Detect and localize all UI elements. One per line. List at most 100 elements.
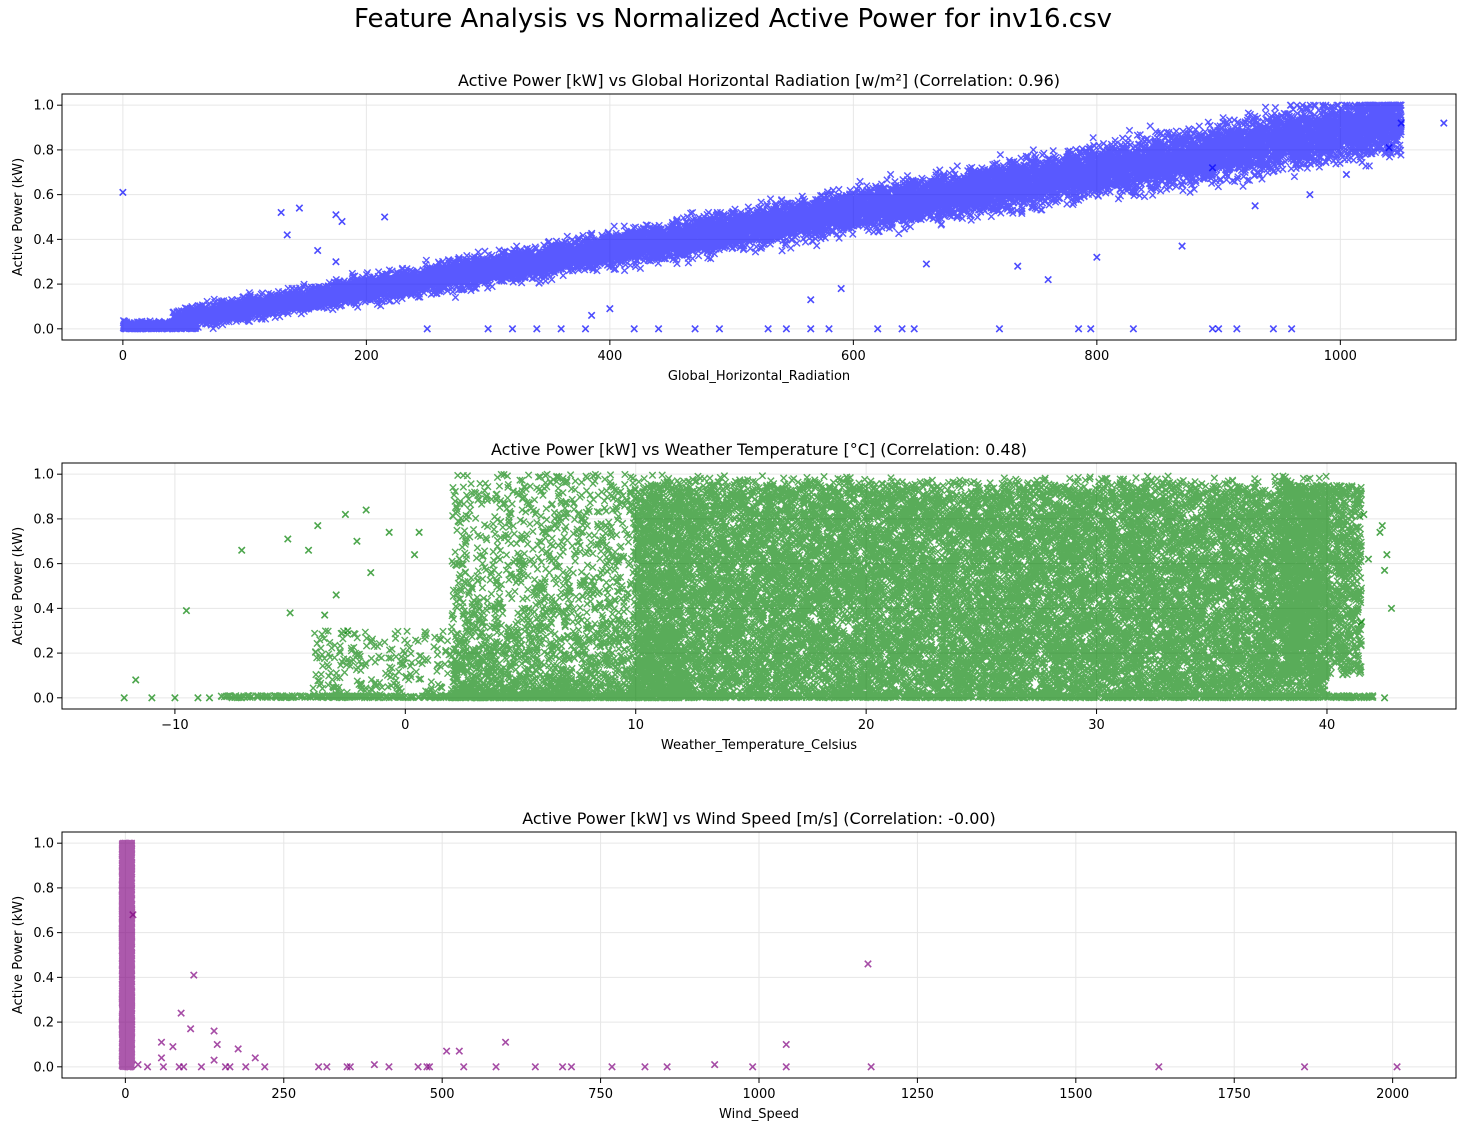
x-tick-label: 0 [119, 349, 127, 364]
data-point [186, 1025, 195, 1033]
data-point [910, 325, 918, 333]
x-tick-label: 1000 [1324, 349, 1357, 364]
y-tick-label: 0.0 [33, 1060, 54, 1075]
scatter-points [120, 470, 1396, 702]
data-point [120, 694, 128, 702]
x-tick-label: 0 [401, 718, 409, 733]
data-point [304, 546, 313, 554]
data-point [1251, 202, 1259, 210]
data-point [157, 1038, 166, 1046]
data-point [641, 1063, 649, 1071]
data-point [1364, 555, 1373, 563]
data-point [1178, 242, 1186, 250]
data-point [213, 1040, 222, 1049]
data-point [715, 325, 724, 333]
y-tick-label: 0.8 [33, 143, 54, 158]
x-tick-label: 500 [430, 1087, 455, 1102]
x-tick-label: 200 [354, 349, 379, 364]
data-point [630, 325, 638, 333]
data-point [837, 284, 845, 293]
data-point [1086, 325, 1095, 333]
y-tick-label: 0.4 [33, 233, 54, 248]
data-point [210, 1027, 218, 1035]
x-tick-label: 1000 [742, 1087, 775, 1102]
y-tick-label: 0.2 [33, 1016, 54, 1031]
x-tick-label: 2000 [1376, 1087, 1409, 1102]
data-point [1287, 325, 1296, 333]
data-point [1360, 510, 1368, 519]
data-point [581, 325, 590, 333]
data-point [691, 325, 699, 333]
axes-frame [61, 462, 1457, 710]
x-tick-label: 800 [1084, 349, 1109, 364]
subplot-2: Active Power [kW] vs Weather Temperature… [11, 440, 1457, 753]
subplot-title: Active Power [kW] vs Wind Speed [m/s] (C… [522, 809, 996, 828]
data-point [806, 325, 815, 333]
y-tick-label: 0.2 [33, 647, 54, 662]
data-point [205, 694, 214, 702]
data-point [782, 1040, 791, 1049]
subplot-1: Active Power [kW] vs Global Horizontal R… [11, 71, 1457, 384]
data-point [1214, 325, 1223, 333]
scatter-points [118, 839, 1401, 1071]
data-point [423, 325, 432, 333]
scatter-points [119, 101, 1448, 333]
y-tick-label: 0.0 [33, 691, 54, 706]
data-point [1306, 190, 1314, 199]
x-tick-label: 30 [1088, 718, 1105, 733]
data-point [1269, 325, 1278, 333]
data-point [608, 1063, 616, 1071]
data-point [366, 568, 375, 577]
data-point [119, 188, 127, 197]
y-tick-label: 0.8 [33, 512, 54, 527]
data-point [260, 1063, 269, 1071]
data-point [283, 231, 291, 239]
data-point [531, 1063, 540, 1071]
point-cloud [217, 470, 1377, 702]
data-point [323, 1063, 331, 1071]
data-point [710, 1060, 719, 1069]
data-point [143, 1063, 152, 1071]
y-tick-label: 0.6 [33, 188, 54, 203]
data-point [442, 1047, 451, 1055]
data-point [1376, 528, 1384, 537]
data-point [313, 521, 322, 530]
data-point [425, 1063, 434, 1071]
data-point [226, 1063, 234, 1071]
data-point [129, 910, 137, 919]
data-point [748, 1063, 757, 1071]
x-tick-label: 750 [588, 1087, 613, 1102]
data-point [410, 550, 419, 559]
data-point [1342, 170, 1351, 179]
x-tick-label: 20 [858, 718, 875, 733]
data-point [587, 311, 596, 320]
data-point [1397, 119, 1405, 127]
data-point [873, 325, 882, 333]
y-tick-label: 1.0 [33, 468, 54, 483]
data-point [179, 1063, 188, 1071]
data-point [1093, 253, 1101, 262]
point-cloud [119, 101, 1405, 333]
data-point [415, 528, 423, 537]
data-point [169, 1042, 177, 1051]
data-point [557, 325, 565, 333]
x-tick-label: 400 [597, 349, 622, 364]
data-point [338, 217, 346, 226]
data-point [131, 676, 140, 684]
data-point [182, 606, 191, 615]
data-point [1300, 1063, 1309, 1071]
data-point [251, 1054, 260, 1062]
data-point [314, 1063, 323, 1071]
data-point [1155, 1063, 1163, 1071]
data-point [332, 257, 340, 266]
data-point [370, 1060, 379, 1069]
data-point [414, 1063, 422, 1071]
x-tick-label: 1750 [1218, 1087, 1251, 1102]
data-point [492, 1063, 500, 1071]
data-point [341, 510, 350, 519]
x-axis-label: Wind_Speed [719, 1107, 799, 1122]
data-point [663, 1063, 671, 1071]
point-cloud [118, 839, 136, 1071]
